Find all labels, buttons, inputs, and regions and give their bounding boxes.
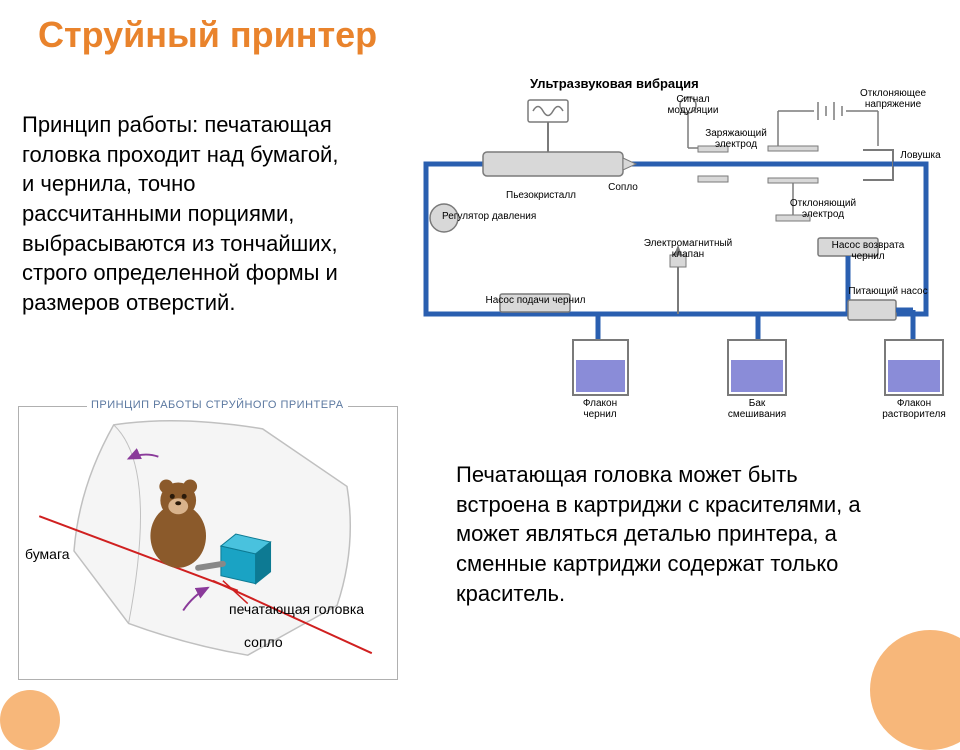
label-pressure-reg: Регулятор давления — [442, 211, 562, 222]
principle-title: ПРИНЦИП РАБОТЫ СТРУЙНОГО ПРИНТЕРА — [87, 399, 348, 411]
label-charging-electrode: Заряжающий электрод — [696, 128, 776, 150]
label-trap: Ловушка — [893, 150, 948, 161]
label-modulation: Сигнал модуляции — [658, 94, 728, 116]
label-solvent-flask: Флакон растворителя — [878, 398, 950, 420]
label-nozzle: Сопло — [598, 182, 648, 193]
label-em-valve: Электромагнитный клапан — [633, 238, 743, 260]
label-piezo: Пьезокристалл — [496, 190, 586, 201]
paragraph-principle: Принцип работы: печатающая головка прохо… — [22, 110, 342, 318]
principle-illustration: ПРИНЦИП РАБОТЫ СТРУЙНОГО ПРИНТЕРА — [18, 406, 398, 680]
label-return-pump: Насос возврата чернил — [818, 240, 918, 262]
schematic-diagram: Сигнал модуляции Отклоняющее напряжение … — [398, 90, 950, 420]
decoration-circle — [870, 630, 960, 750]
label-mixing-tank: Бак смешивания — [726, 398, 788, 420]
decoration-circle — [0, 690, 60, 750]
label-feed-pump: Насос подачи чернил — [478, 295, 593, 306]
label-print-head: печатающая головка — [229, 602, 379, 617]
label-paper: бумага — [25, 547, 70, 562]
label-deflection-voltage: Отклоняющее напряжение — [848, 88, 938, 110]
paragraph-cartridge: Печатающая головка может быть встроена в… — [456, 460, 896, 608]
label-supply-pump: Питающий насос — [838, 286, 938, 297]
label-nozzle-illus: сопло — [244, 635, 283, 650]
schematic-title: Ультразвуковая вибрация — [530, 76, 699, 91]
page-title: Струйный принтер — [38, 14, 377, 56]
label-ink-flask: Флакон чернил — [571, 398, 629, 420]
label-deflecting-electrode: Отклоняющий электрод — [778, 198, 868, 220]
